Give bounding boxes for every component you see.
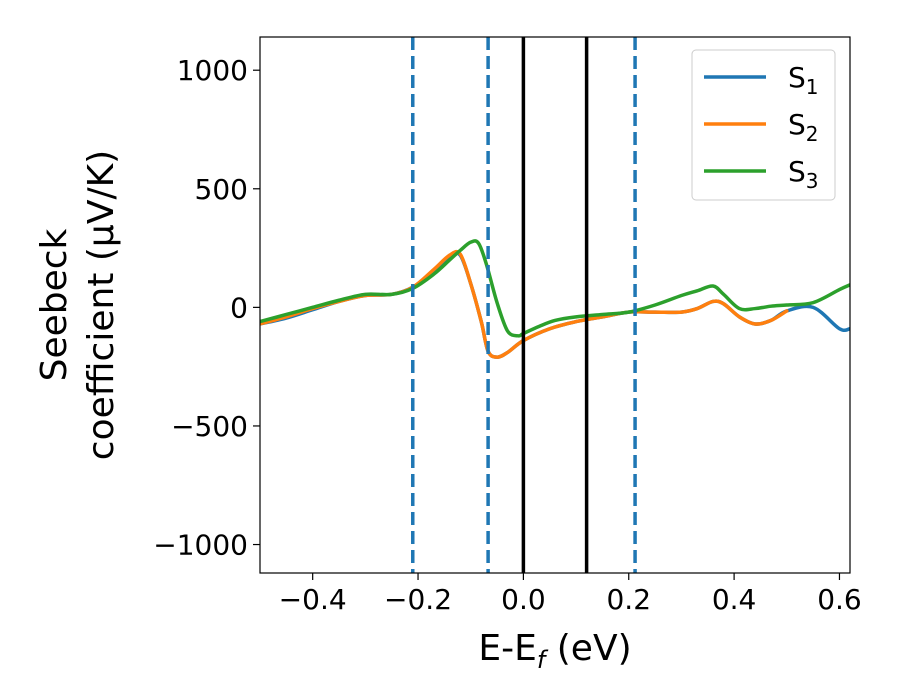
- x-axis-title-base: E-E: [478, 628, 536, 669]
- x-tick-label: 0.0: [501, 583, 546, 616]
- series-line-3: [260, 239, 850, 338]
- y-tick-label: −1000: [153, 529, 248, 562]
- series-line-1: [260, 251, 850, 359]
- y-axis-title-line1: Seebeck: [34, 228, 75, 381]
- x-tick-label: 0.4: [712, 583, 757, 616]
- y-axis: −1000 −500 0 500 1000: [153, 54, 260, 562]
- x-tick-label: −0.2: [384, 583, 452, 616]
- legend-label-3: S3: [788, 155, 819, 193]
- y-tick-label: 1000: [177, 54, 248, 87]
- legend: S1 S2 S3: [691, 49, 836, 201]
- plot-frame: [259, 36, 851, 574]
- x-axis-title-rest: (eV): [545, 628, 631, 669]
- y-tick-label: 0: [230, 291, 248, 324]
- x-axis: −0.4 −0.2 0.0 0.2 0.4 0.6: [279, 573, 862, 616]
- x-tick-label: 0.6: [817, 583, 862, 616]
- x-tick-label: −0.4: [279, 583, 347, 616]
- y-tick-label: −500: [171, 410, 248, 443]
- x-tick-label: 0.2: [606, 583, 651, 616]
- y-tick-label: 500: [195, 173, 248, 206]
- x-axis-title: E-Ef (eV): [478, 628, 631, 674]
- y-axis-title: Seebeck coefficient (μV/K): [34, 150, 122, 460]
- y-axis-title-line2: coefficient (μV/K): [81, 150, 122, 460]
- legend-label-1: S1: [788, 61, 819, 99]
- legend-label-2: S2: [788, 108, 819, 146]
- plot-content: [260, 37, 850, 573]
